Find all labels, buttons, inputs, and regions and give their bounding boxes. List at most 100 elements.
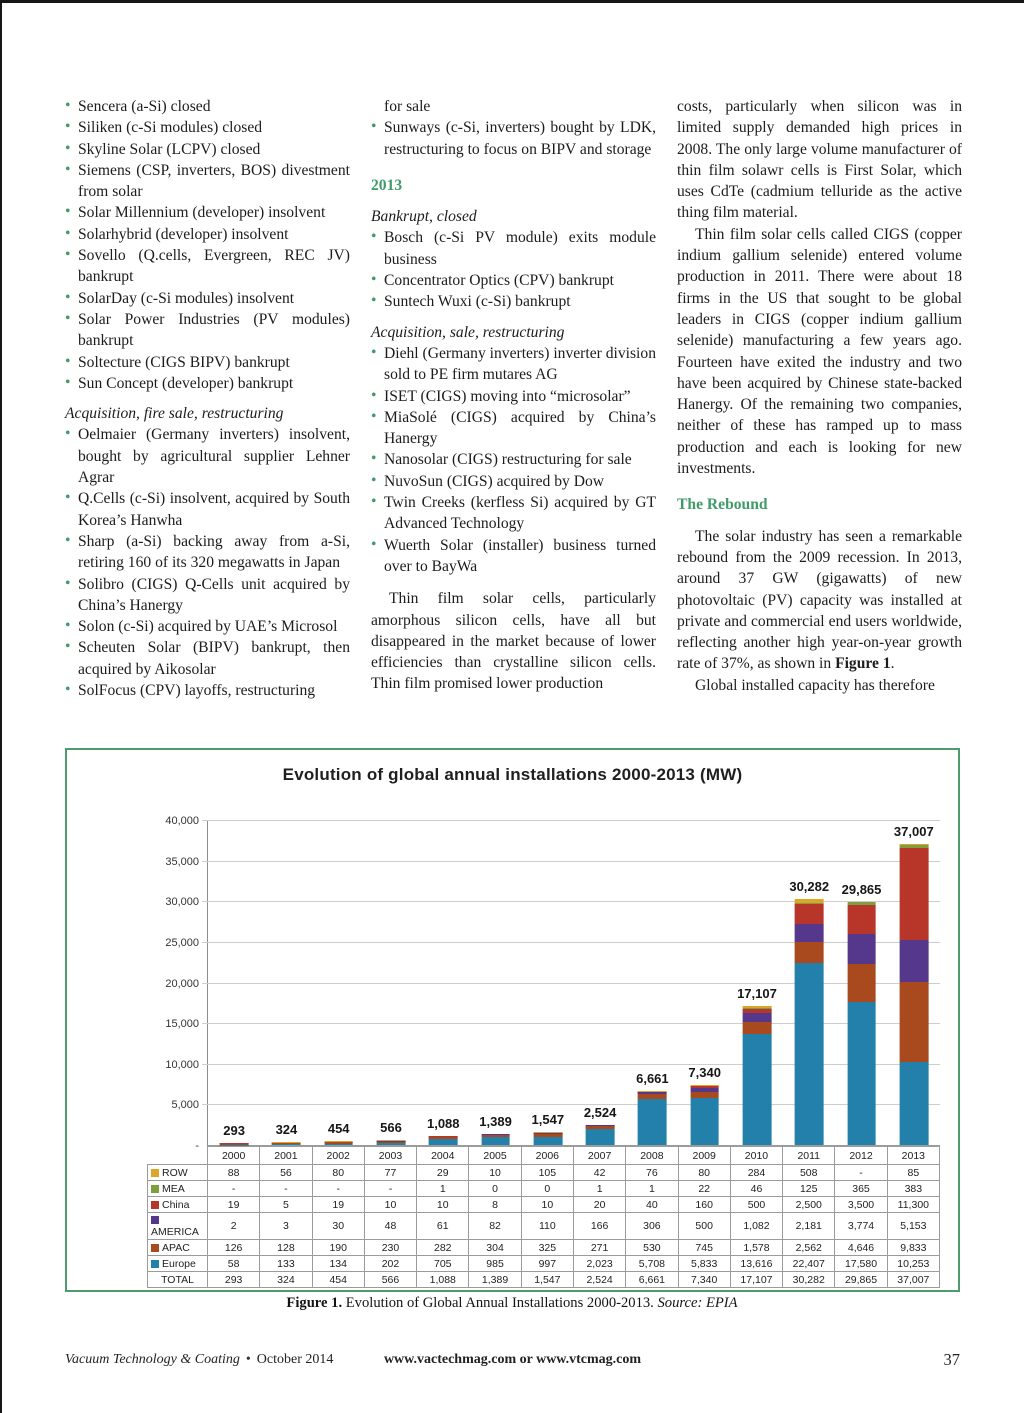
table-row-total: TOTAL 293 324 454 566 1,088 1,389 1,547 2,524 6,6… <box>147 1271 941 1288</box>
page-number: 37 <box>943 1350 961 1369</box>
value-cell: 1,082 <box>729 1212 784 1240</box>
value-cell: 454 <box>311 1271 365 1288</box>
bullet-text: NuvoSun (CIGS) acquired by Dow <box>384 472 605 490</box>
bar-segment-apac <box>690 1091 720 1098</box>
bullet-icon: • <box>65 489 71 507</box>
value-cell: 2,562 <box>782 1239 836 1256</box>
value-cell: 2,524 <box>572 1271 627 1288</box>
bullet-text: Concentrator Optics (CPV) bankrupt <box>384 272 614 290</box>
value-cell: 2,181 <box>782 1212 836 1240</box>
section-heading: 2013 <box>371 176 403 194</box>
bar-column-2008: 6,661 <box>626 820 678 1145</box>
value-cell: 30,282 <box>782 1271 836 1288</box>
year-header-cell: 2001 <box>259 1146 313 1165</box>
bar-column-2000: 293 <box>208 820 260 1145</box>
value-cell: 365 <box>834 1180 888 1197</box>
bar-segment-apac <box>794 942 824 963</box>
bar-stack <box>481 1133 510 1145</box>
journal-name: Vacuum Technology & Coating <box>65 1352 240 1367</box>
bar-segment-china <box>847 905 876 934</box>
bar-column-2012: 29,865 <box>835 820 887 1145</box>
bar-total-label: 6,661 <box>636 1070 669 1086</box>
value-cell: 1 <box>625 1180 679 1197</box>
bar-column-2003: 566 <box>365 820 417 1145</box>
value-cell: 29 <box>416 1164 470 1181</box>
bullet-text: Twin Creeks (kerfless Si) acquired by GT… <box>384 494 656 533</box>
value-cell: 166 <box>572 1212 627 1240</box>
bullet-text: SolFocus (CPV) layoffs, restructuring <box>78 682 316 700</box>
chart-title: Evolution of global annual installations… <box>282 765 743 784</box>
bullet-item: • Oelmaier (Germany inverters) insolvent,… <box>65 424 350 488</box>
bar-segment-row <box>219 1142 249 1144</box>
bullet-item: • Suntech Wuxi (c-Si) bankrupt <box>371 291 656 312</box>
value-cell: 230 <box>363 1239 418 1256</box>
bullet-text: Suntech Wuxi (c-Si) bankrupt <box>384 293 571 311</box>
legend-swatch-europe <box>151 1259 159 1268</box>
table-row-row: ROW 88 56 80 77 29 10 105 42 76 80 284 508-85 <box>147 1164 941 1181</box>
bar-segment-europe <box>272 1143 301 1145</box>
bullet-icon: • <box>371 535 377 553</box>
bar-stack <box>690 1085 720 1145</box>
bar-segment-apac <box>638 1094 667 1099</box>
bullet-item: • SolarDay (c-Si modules) insolvent <box>65 288 350 309</box>
page-footer: Vacuum Technology & Coating • October 2014… <box>65 1350 960 1372</box>
bullet-icon: • <box>371 471 377 489</box>
value-cell: 306 <box>625 1212 679 1240</box>
bar-stack <box>533 1132 563 1145</box>
series-label-cell: TOTAL <box>147 1271 208 1288</box>
bullet-text: Solarhybrid (developer) insolvent <box>78 225 289 243</box>
bar-segment-china <box>794 904 824 925</box>
value-cell: 80 <box>311 1164 365 1181</box>
gridline <box>202 1104 940 1106</box>
value-cell: 85 <box>886 1164 941 1181</box>
value-cell: 11,300 <box>886 1196 941 1213</box>
y-axis-tick-label: 10,000 <box>165 1058 199 1071</box>
figure-1-box: Evolution of global annual installations… <box>65 748 960 1292</box>
bullet-item: • SolFocus (CPV) layoffs, restructuring <box>65 680 350 701</box>
bullet-text: Solar Millennium (developer) insolvent <box>78 204 326 222</box>
value-cell: 80 <box>677 1164 731 1181</box>
year-header-cell: 2004 <box>416 1146 470 1165</box>
value-cell: 0 <box>520 1180 574 1197</box>
bar-segment-europe <box>847 1002 876 1145</box>
value-cell: 1 <box>572 1180 627 1197</box>
bar-segment-apac <box>219 1143 249 1145</box>
value-cell: 160 <box>677 1196 731 1213</box>
footer-urls: www.vactechmag.com or www.vtcmag.com <box>383 1352 642 1367</box>
value-cell: 271 <box>572 1239 627 1256</box>
bar-stack <box>899 844 929 1145</box>
bar-column-2010: 17,107 <box>731 820 783 1145</box>
bullet-icon: • <box>65 309 71 327</box>
bullet-icon: • <box>65 97 71 114</box>
bullet-text: Wuerth Solar (installer) business turned… <box>384 536 656 575</box>
value-cell: 37,007 <box>886 1271 941 1288</box>
bullet-text: Solon (c-Si) acquired by UAE’s Microsol <box>78 618 338 636</box>
value-cell: 500 <box>677 1212 731 1240</box>
value-cell: 10 <box>416 1196 470 1213</box>
bar-segment-europe <box>690 1097 720 1145</box>
bullet-icon: • <box>371 407 377 425</box>
bar-stack <box>219 1142 249 1145</box>
bullet-icon: • <box>65 531 71 549</box>
y-axis-tick-label: - <box>195 1140 199 1152</box>
bar-total-label: 566 <box>380 1120 402 1136</box>
value-cell: 5,833 <box>677 1255 731 1272</box>
bullet-icon: • <box>371 292 377 310</box>
gridline <box>202 1023 940 1025</box>
bar-total-label: 293 <box>223 1122 245 1138</box>
legend-swatch-mea <box>151 1184 159 1193</box>
bullet-text: Sovello (Q.cells, Evergreen, REC JV) ban… <box>78 247 350 286</box>
bullet-item: • MiaSolé (CIGS) acquired by China’s Hane… <box>371 407 656 450</box>
value-cell: 1 <box>416 1180 470 1197</box>
value-cell: - <box>834 1164 888 1181</box>
value-cell: 4,646 <box>834 1239 888 1256</box>
bullet-item: • Skyline Solar (LCPV) closed <box>65 139 350 160</box>
year-header-cell: 2011 <box>782 1146 836 1165</box>
bullet-item: • Diehl (Germany inverters) inverter divi… <box>371 343 656 386</box>
bar-column-2009: 7,340 <box>679 820 731 1145</box>
value-cell: 383 <box>886 1180 941 1197</box>
series-label-cell: China <box>147 1196 208 1213</box>
issue-date: October 2014 <box>256 1352 334 1367</box>
table-corner-cell <box>148 1147 208 1165</box>
gridline <box>202 860 940 862</box>
